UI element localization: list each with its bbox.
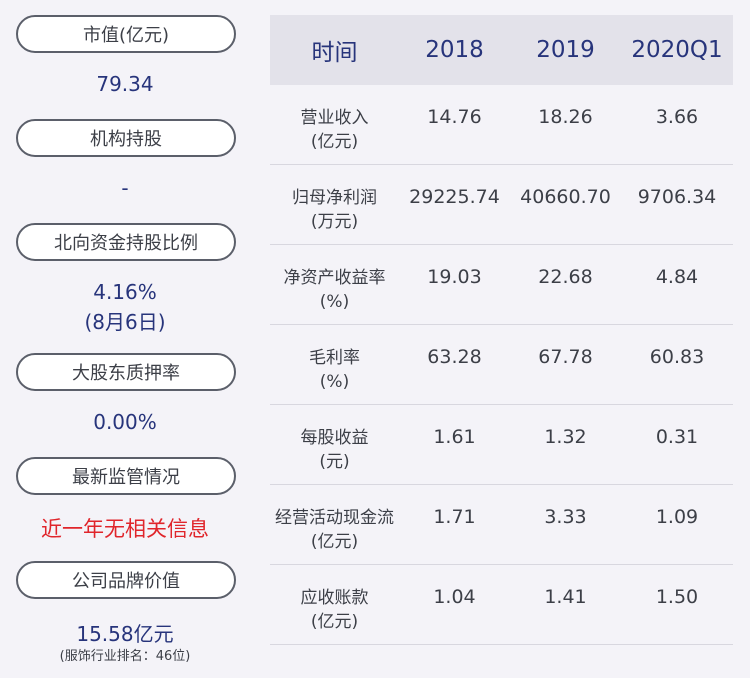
row-label: 经营活动现金流 (亿元) xyxy=(270,506,399,554)
row-label-unit: (亿元) xyxy=(310,132,359,152)
row-label-name: 毛利率 xyxy=(309,348,360,368)
market-cap-value: 79.34 xyxy=(96,72,154,96)
row-label-unit: (亿元) xyxy=(310,612,359,632)
table-row: 归母净利润 (万元) 29225.74 40660.70 9706.34 xyxy=(270,165,733,245)
brand-value-label: 公司品牌价值 xyxy=(16,561,236,599)
brand-value: 15.58亿元 xyxy=(76,622,174,646)
table-row: 净资产收益率 (%) 19.03 22.68 4.84 xyxy=(270,245,733,325)
regulation-label: 最新监管情况 xyxy=(16,457,236,495)
row-label: 每股收益 (元) xyxy=(270,426,399,474)
header-2018: 2018 xyxy=(425,37,484,63)
table-row: 应收账款 (亿元) 1.04 1.41 1.50 xyxy=(270,565,733,645)
cell-2020q1: 9706.34 xyxy=(637,186,717,208)
row-label-unit: (万元) xyxy=(310,212,359,232)
row-label-name: 净资产收益率 xyxy=(283,268,386,288)
cell-2019: 40660.70 xyxy=(520,186,611,208)
cell-2018: 1.04 xyxy=(433,586,476,608)
row-label-name: 归母净利润 xyxy=(292,188,377,208)
cell-2018: 1.61 xyxy=(433,426,476,448)
table-header: 时间 2018 2019 2020Q1 xyxy=(270,15,733,85)
table-row: 营业收入 (亿元) 14.76 18.26 3.66 xyxy=(270,85,733,165)
table-row: 每股收益 (元) 1.61 1.32 0.31 xyxy=(270,405,733,485)
row-label-unit: (元) xyxy=(319,452,350,472)
cell-2020q1: 4.84 xyxy=(655,266,699,288)
row-label: 毛利率 (%) xyxy=(270,346,399,394)
cell-2019: 67.78 xyxy=(538,346,593,368)
row-label-name: 经营活动现金流 xyxy=(275,508,394,528)
row-label-name: 营业收入 xyxy=(300,108,369,128)
row-label-name: 每股收益 xyxy=(300,428,369,448)
pledge-rate-value: 0.00% xyxy=(93,410,157,434)
cell-2020q1: 3.66 xyxy=(655,106,699,128)
cell-2019: 18.26 xyxy=(538,106,593,128)
cell-2019: 1.32 xyxy=(544,426,587,448)
header-period: 时间 xyxy=(311,40,358,66)
summary-panel: 市值(亿元) 79.34 机构持股 - 北向资金持股比例 4.16% (8月6日… xyxy=(0,0,250,678)
cell-2019: 1.41 xyxy=(544,586,587,608)
row-label-name: 应收账款 xyxy=(300,588,369,608)
cell-2018: 14.76 xyxy=(427,106,482,128)
institution-holding-value: - xyxy=(121,176,129,200)
row-label-unit: (%) xyxy=(319,372,350,392)
cell-2019: 22.68 xyxy=(538,266,593,288)
northbound-holding-date: (8月6日) xyxy=(84,310,166,334)
row-label: 营业收入 (亿元) xyxy=(270,106,399,154)
brand-rank-note: (服饰行业排名：46位) xyxy=(59,649,191,664)
cell-2020q1: 60.83 xyxy=(649,346,705,368)
row-label: 应收账款 (亿元) xyxy=(270,586,399,634)
row-label: 归母净利润 (万元) xyxy=(270,186,399,234)
cell-2020q1: 1.09 xyxy=(655,506,699,528)
regulation-value: 近一年无相关信息 xyxy=(41,517,209,541)
table-row: 毛利率 (%) 63.28 67.78 60.83 xyxy=(270,325,733,405)
header-2019: 2019 xyxy=(536,37,595,63)
cell-2018: 1.71 xyxy=(433,506,476,528)
institution-holding-label: 机构持股 xyxy=(16,119,236,157)
table-row: 经营活动现金流 (亿元) 1.71 3.33 1.09 xyxy=(270,485,733,565)
northbound-holding-value: 4.16% xyxy=(93,280,157,304)
financial-table: 时间 2018 2019 2020Q1 营业收入 (亿元) 14.76 18.26… xyxy=(270,15,733,645)
row-label-unit: (%) xyxy=(319,292,350,312)
header-2020q1: 2020Q1 xyxy=(631,37,723,63)
row-label-unit: (亿元) xyxy=(310,532,359,552)
cell-2020q1: 1.50 xyxy=(655,586,699,608)
cell-2019: 3.33 xyxy=(544,506,587,528)
cell-2018: 63.28 xyxy=(427,346,482,368)
cell-2020q1: 0.31 xyxy=(655,426,699,448)
row-label: 净资产收益率 (%) xyxy=(270,266,399,314)
northbound-holding-label: 北向资金持股比例 xyxy=(16,223,236,261)
cell-2018: 19.03 xyxy=(427,266,482,288)
cell-2018: 29225.74 xyxy=(409,186,500,208)
market-cap-label: 市值(亿元) xyxy=(16,15,236,53)
pledge-rate-label: 大股东质押率 xyxy=(16,353,236,391)
